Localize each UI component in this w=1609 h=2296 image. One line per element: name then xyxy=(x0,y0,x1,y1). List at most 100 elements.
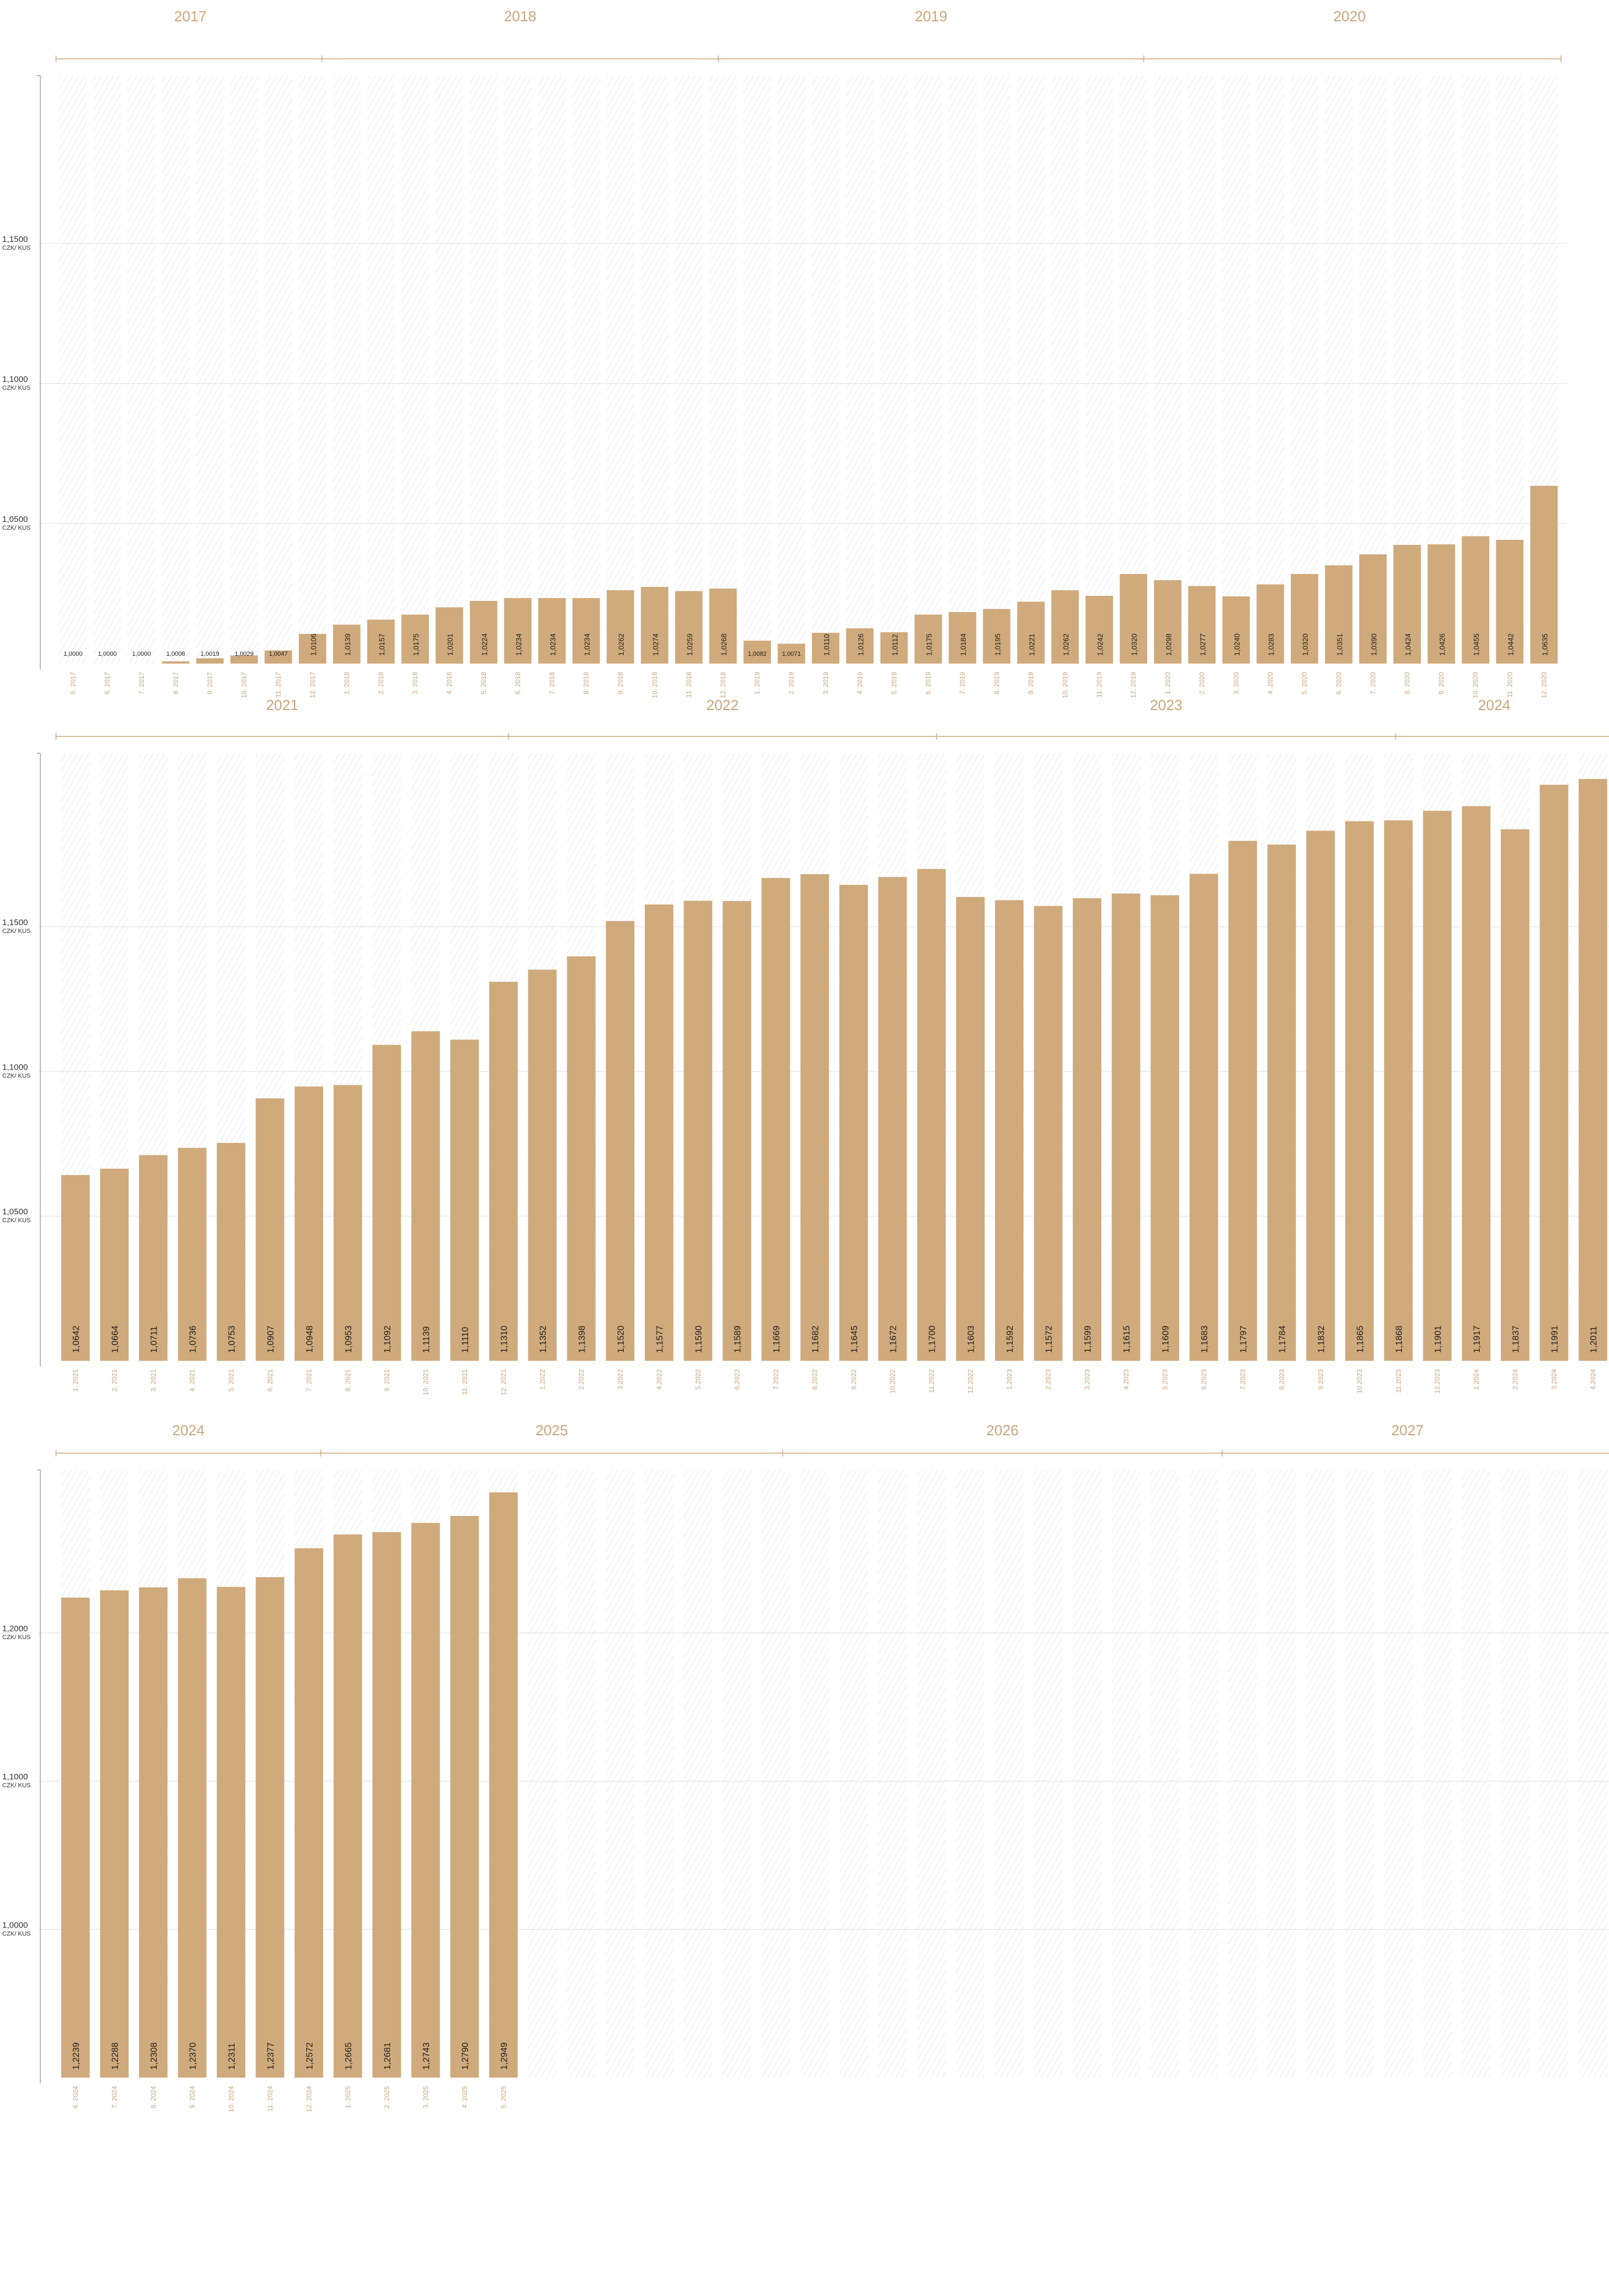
empty-slot xyxy=(914,76,942,664)
empty-slot xyxy=(1345,1470,1374,2078)
bar xyxy=(162,661,190,664)
bar xyxy=(1051,590,1079,664)
bar-value-label: 1,1092 xyxy=(383,1326,392,1353)
bar-value-label: 1,1590 xyxy=(694,1326,704,1353)
empty-slot xyxy=(917,1470,946,2078)
bar-value-label: 1,0047 xyxy=(269,651,288,657)
empty-slot xyxy=(1120,76,1148,664)
year-label: 2024 xyxy=(1478,697,1510,713)
x-tick-label: 9. 2024 xyxy=(188,2086,196,2108)
empty-slot xyxy=(1384,1470,1413,2078)
bar-value-label: 1,2288 xyxy=(110,2042,120,2070)
bar-value-label: 1,0736 xyxy=(188,1326,198,1353)
year-label: 2019 xyxy=(915,8,947,25)
bar-value-label: 1,2377 xyxy=(266,2042,275,2070)
bar xyxy=(1359,554,1387,664)
empty-slot xyxy=(1256,76,1284,664)
x-tick-label: 8.2022 xyxy=(811,1369,818,1390)
bar-value-label: 1,1868 xyxy=(1395,1326,1404,1353)
empty-slot xyxy=(93,76,121,664)
bar xyxy=(1256,584,1284,664)
x-tick-label: 7. 2019 xyxy=(958,672,966,694)
bar xyxy=(948,612,976,664)
bar-value-label: 1,1398 xyxy=(577,1326,587,1353)
bar xyxy=(1462,806,1491,1361)
bar xyxy=(1540,785,1569,1361)
x-tick-label: 7.2023 xyxy=(1239,1369,1247,1390)
bar-value-label: 1,0008 xyxy=(166,651,185,657)
y-tick-label: 1,0500 xyxy=(2,1207,28,1217)
bar-value-label: 1,0320 xyxy=(1301,633,1309,656)
x-tick-label: 2. 2018 xyxy=(377,672,385,694)
bar xyxy=(177,1578,207,2078)
bar xyxy=(294,1086,324,1361)
bar xyxy=(298,634,326,664)
empty-slot xyxy=(572,76,600,664)
bar-value-label: 1,1901 xyxy=(1433,1326,1443,1353)
x-tick-label: 3.2023 xyxy=(1083,1369,1091,1390)
bar xyxy=(450,1516,479,2078)
x-tick-label: 8. 2020 xyxy=(1403,672,1411,694)
bar xyxy=(1423,810,1452,1361)
x-tick-label: 2. 2025 xyxy=(383,2086,391,2108)
bar-value-label: 1,0390 xyxy=(1369,633,1378,656)
bar xyxy=(411,1523,440,2078)
x-tick-label: 4. 2021 xyxy=(188,1369,196,1392)
x-tick-label: 7. 2020 xyxy=(1369,672,1377,694)
bar-value-label: 1,0029 xyxy=(235,651,254,657)
empty-slot xyxy=(878,1470,907,2078)
bar-value-label: 1,2370 xyxy=(188,2042,198,2070)
empty-slot xyxy=(230,76,258,664)
bar xyxy=(812,633,840,664)
bar-value-label: 1,0753 xyxy=(227,1326,237,1353)
bar-value-label: 1,1352 xyxy=(539,1326,548,1353)
x-tick-label: 6.2022 xyxy=(733,1369,741,1390)
x-tick-label: 4.2023 xyxy=(1122,1369,1130,1390)
x-tick-label: 5. 2021 xyxy=(227,1369,235,1392)
x-tick-label: 7. 2024 xyxy=(110,2086,118,2108)
bar-value-label: 1,0442 xyxy=(1507,633,1515,656)
bar-value-label: 1,2311 xyxy=(227,2043,237,2070)
empty-slot xyxy=(1051,76,1079,664)
bar-value-label: 1,1577 xyxy=(655,1326,665,1353)
bar xyxy=(995,900,1024,1361)
x-tick-label: 1. 2021 xyxy=(72,1369,79,1392)
bar xyxy=(450,1039,479,1361)
bar-value-label: 1,1615 xyxy=(1122,1326,1131,1353)
x-tick-label: 7. 2018 xyxy=(548,672,556,694)
bar-value-label: 1,0426 xyxy=(1438,633,1447,656)
empty-slot xyxy=(1222,76,1250,664)
empty-slot xyxy=(995,1470,1024,2078)
bar-value-label: 1,0082 xyxy=(748,651,767,657)
bar xyxy=(722,901,751,1361)
bar xyxy=(1150,895,1180,1361)
bar xyxy=(61,1175,90,1361)
x-tick-label: 9.2023 xyxy=(1317,1369,1325,1390)
x-tick-label: 8. 2021 xyxy=(344,1369,352,1392)
empty-slot xyxy=(956,1470,985,2078)
empty-slot xyxy=(1017,76,1045,664)
x-tick-label: 12. 2021 xyxy=(499,1369,507,1396)
x-tick-label: 9.2022 xyxy=(850,1369,858,1390)
year-label: 2022 xyxy=(707,697,739,713)
bar xyxy=(100,1590,129,2078)
bar-value-label: 1,0711 xyxy=(149,1326,159,1353)
bar-value-label: 1,0106 xyxy=(309,633,317,656)
bar xyxy=(983,609,1011,664)
x-tick-label: 10. 2021 xyxy=(422,1369,429,1396)
bar-value-label: 1,0221 xyxy=(1027,633,1036,656)
bar-value-label: 1,1645 xyxy=(850,1326,859,1353)
bar-value-label: 1,1832 xyxy=(1317,1326,1326,1353)
x-tick-label: 10. 2020 xyxy=(1472,672,1480,698)
y-tick-unit: CZK/ KUS xyxy=(2,245,31,251)
empty-slot xyxy=(1228,1470,1257,2078)
bar xyxy=(880,632,908,664)
bar-value-label: 1,0000 xyxy=(98,651,117,657)
empty-slot xyxy=(1189,1470,1218,2078)
bar-value-label: 1,1589 xyxy=(733,1326,742,1353)
empty-slot xyxy=(1033,1470,1063,2078)
x-tick-label: 12.2022 xyxy=(966,1369,974,1394)
bar xyxy=(1500,829,1530,1361)
bar-value-label: 1,0175 xyxy=(925,633,933,656)
empty-slot xyxy=(778,76,806,664)
